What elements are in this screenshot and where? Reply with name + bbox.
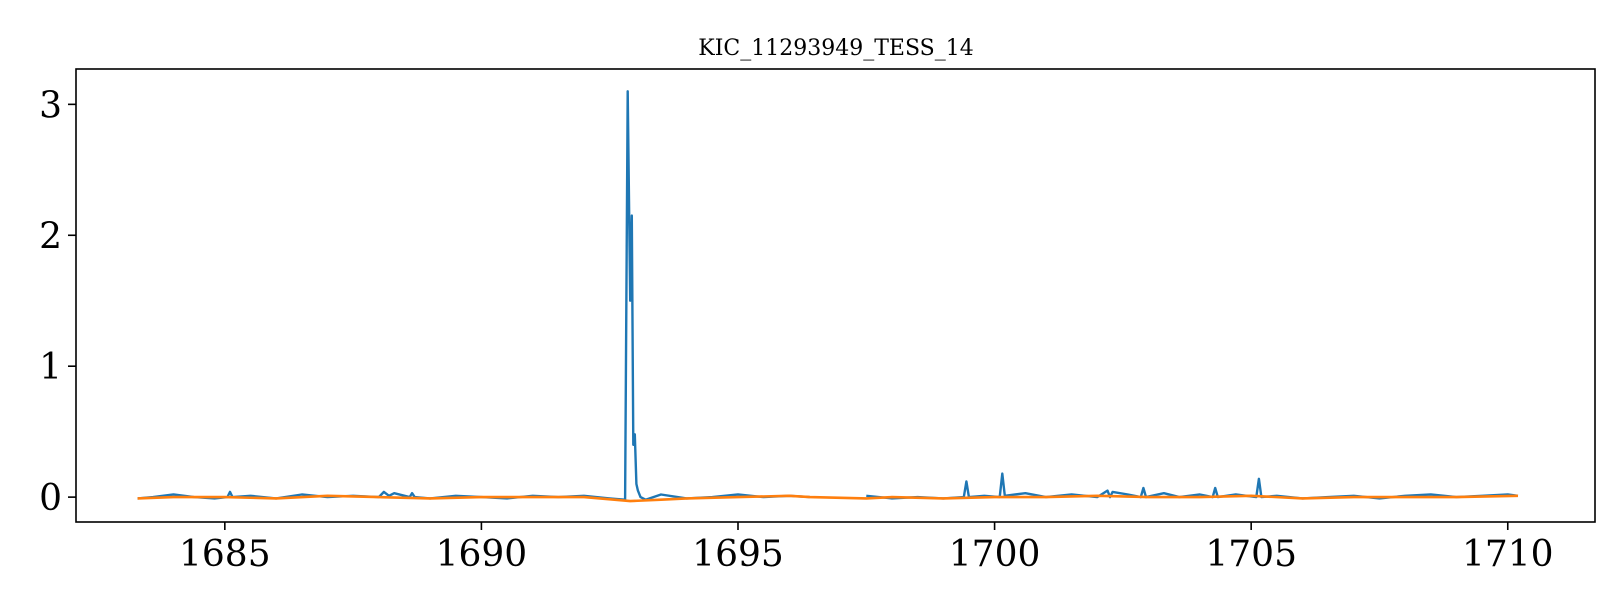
flux-line (137, 90, 1519, 501)
y-tick-label-0: 0 (39, 478, 62, 519)
trend-line (137, 494, 1519, 503)
x-tick-label-1705: 1705 (1205, 534, 1297, 575)
x-tick-label-1700: 1700 (949, 534, 1041, 575)
x-tick-label-1685: 1685 (179, 534, 271, 575)
plot-area (137, 90, 1519, 503)
axes-frame (75, 68, 1596, 523)
x-tick-label-1695: 1695 (692, 534, 784, 575)
chart-title: KIC_11293949_TESS_14 (698, 36, 973, 61)
y-tick-label-2: 2 (39, 216, 62, 257)
x-tick-label-1690: 1690 (436, 534, 528, 575)
y-axis: 0 1 2 3 (39, 85, 76, 519)
y-tick-label-1: 1 (39, 347, 62, 388)
y-tick-label-3: 3 (39, 85, 62, 126)
x-tick-label-1710: 1710 (1462, 534, 1554, 575)
x-axis: 1685 1690 1695 1700 1705 1710 (179, 522, 1554, 575)
